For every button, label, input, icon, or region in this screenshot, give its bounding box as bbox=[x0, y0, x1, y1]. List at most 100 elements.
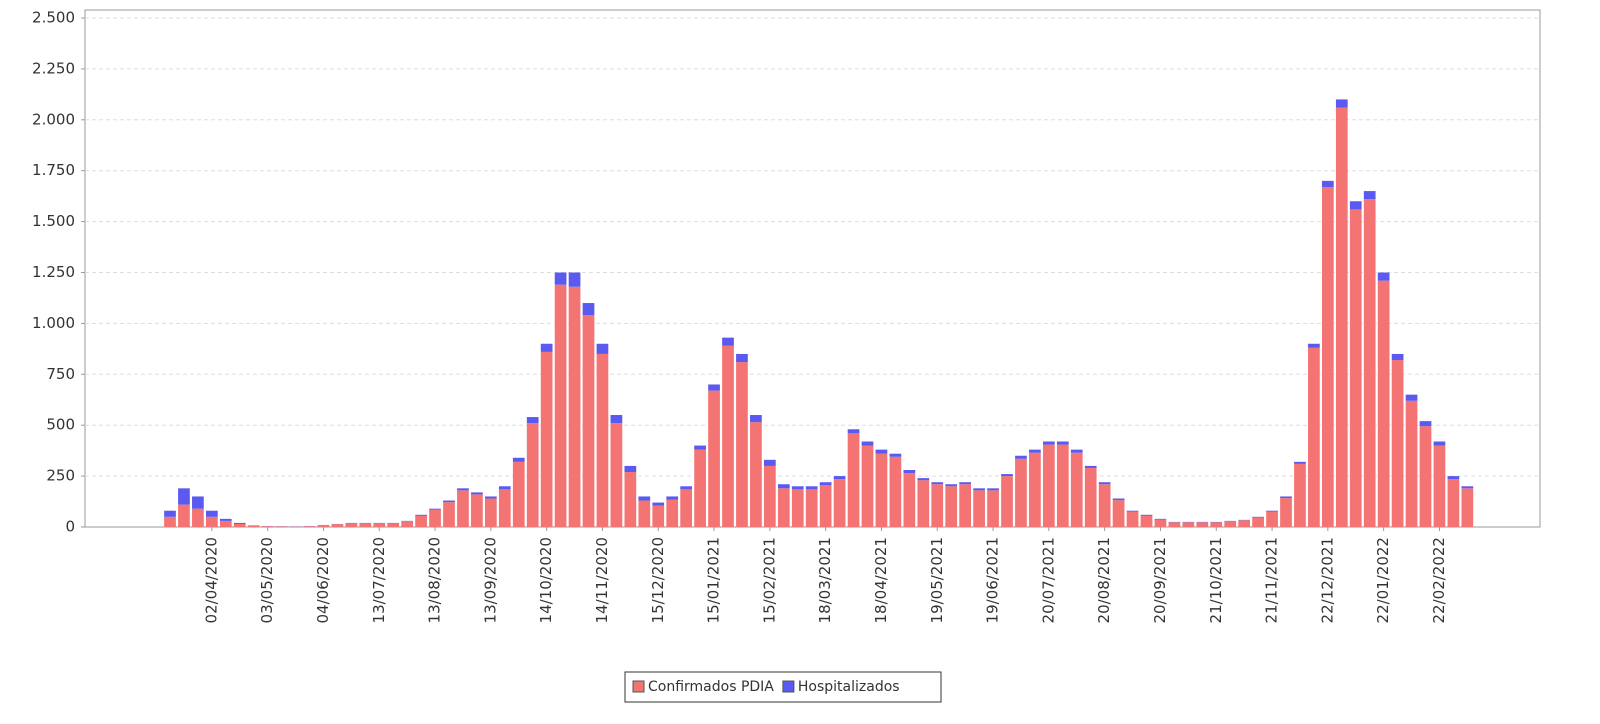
x-tick-label: 22/01/2022 bbox=[1374, 537, 1392, 623]
bar-segment bbox=[527, 423, 539, 527]
bar-segment bbox=[1378, 281, 1390, 527]
bar-segment bbox=[206, 517, 218, 527]
bar-segment bbox=[848, 433, 860, 527]
x-tick-label: 15/01/2021 bbox=[705, 537, 723, 623]
bar-segment bbox=[1001, 474, 1013, 476]
y-tick-label: 2.500 bbox=[32, 9, 75, 27]
bar-segment bbox=[415, 516, 427, 527]
bar-segment bbox=[164, 511, 176, 517]
bar-segment bbox=[1322, 187, 1334, 527]
bar-segment bbox=[1280, 496, 1292, 498]
bar-segment bbox=[1238, 520, 1250, 527]
bar-segment bbox=[638, 496, 650, 500]
bar-segment bbox=[513, 462, 525, 527]
y-tick-label: 2.250 bbox=[32, 59, 75, 77]
bar-segment bbox=[178, 488, 190, 504]
bar-segment bbox=[471, 494, 483, 527]
bar-segment bbox=[666, 496, 678, 499]
bar-segment bbox=[276, 526, 288, 527]
bar-segment bbox=[318, 525, 330, 527]
bar-segment bbox=[597, 354, 609, 527]
bar-segment bbox=[1085, 466, 1097, 468]
bar-segment bbox=[806, 486, 818, 489]
bar-segment bbox=[485, 496, 497, 498]
bar-segment bbox=[1057, 441, 1069, 444]
bar-segment bbox=[931, 482, 943, 484]
bar-segment bbox=[694, 446, 706, 450]
bar-segment bbox=[262, 526, 274, 527]
bar-segment bbox=[387, 523, 399, 527]
x-tick-label: 15/12/2020 bbox=[649, 537, 667, 623]
bar-segment bbox=[987, 488, 999, 490]
bar-segment bbox=[401, 521, 413, 527]
y-tick-label: 1.000 bbox=[32, 314, 75, 332]
bar-segment bbox=[1196, 522, 1208, 527]
bar-segment bbox=[764, 466, 776, 527]
bar-segment bbox=[1155, 519, 1167, 520]
bar-segment bbox=[792, 489, 804, 527]
bar-segment bbox=[1322, 181, 1334, 187]
x-tick-label: 20/09/2021 bbox=[1151, 537, 1169, 623]
bar-segment bbox=[359, 523, 371, 527]
y-tick-label: 1.250 bbox=[32, 263, 75, 281]
bar-segment bbox=[1141, 516, 1153, 527]
bar-segment bbox=[1071, 450, 1083, 453]
x-tick-label: 14/10/2020 bbox=[537, 537, 555, 623]
bar-segment bbox=[1113, 498, 1125, 500]
bar-segment bbox=[1029, 450, 1041, 453]
bar-segment bbox=[750, 415, 762, 422]
bar-segment bbox=[1266, 511, 1278, 512]
bar-segment bbox=[415, 515, 427, 516]
bar-segment bbox=[1308, 344, 1320, 348]
bar-segment bbox=[541, 344, 553, 352]
bar-segment bbox=[652, 503, 664, 506]
bar-segment bbox=[1169, 522, 1181, 527]
x-tick-label: 03/05/2020 bbox=[258, 537, 276, 623]
bar-segment bbox=[1434, 441, 1446, 445]
bar-segment bbox=[959, 482, 971, 484]
bar-segment bbox=[164, 517, 176, 527]
bar-segment bbox=[973, 488, 985, 490]
x-tick-label: 13/07/2020 bbox=[370, 537, 388, 623]
bar-segment bbox=[304, 526, 316, 527]
bar-segment bbox=[345, 523, 357, 527]
bar-segment bbox=[638, 501, 650, 527]
bar-segment bbox=[373, 523, 385, 527]
y-tick-label: 1.500 bbox=[32, 212, 75, 230]
bar-segment bbox=[890, 454, 902, 457]
legend-swatch bbox=[783, 681, 794, 692]
bar-segment bbox=[778, 488, 790, 527]
bar-segment bbox=[220, 521, 232, 527]
bar-segment bbox=[1406, 395, 1418, 401]
bar-segment bbox=[792, 486, 804, 489]
bar-segment bbox=[1461, 488, 1473, 527]
x-tick-label: 13/09/2020 bbox=[481, 537, 499, 623]
bar-segment bbox=[680, 489, 692, 527]
bar-segment bbox=[555, 285, 567, 527]
bar-segment bbox=[178, 505, 190, 527]
bar-segment bbox=[471, 492, 483, 494]
bar-segment bbox=[234, 523, 246, 524]
bar-segment bbox=[624, 466, 636, 472]
bar-segment bbox=[192, 496, 204, 508]
bar-segment bbox=[429, 509, 441, 510]
bar-segment bbox=[611, 423, 623, 527]
x-tick-label: 19/06/2021 bbox=[984, 537, 1002, 623]
bar-segment bbox=[820, 485, 832, 527]
bar-segment bbox=[1461, 486, 1473, 488]
bar-segment bbox=[457, 490, 469, 527]
bar-segment bbox=[1266, 512, 1278, 527]
bar-segment bbox=[987, 490, 999, 527]
bar-segment bbox=[917, 478, 929, 480]
bar-segment bbox=[1336, 99, 1348, 107]
bar-segment bbox=[862, 446, 874, 527]
plot-frame bbox=[85, 10, 1540, 527]
bar-segment bbox=[555, 273, 567, 285]
x-tick-label: 18/04/2021 bbox=[872, 537, 890, 623]
bar-segment bbox=[597, 344, 609, 354]
bar-segment bbox=[1113, 500, 1125, 527]
bar-segment bbox=[931, 484, 943, 527]
x-tick-label: 21/10/2021 bbox=[1207, 537, 1225, 623]
bar-segment bbox=[1364, 199, 1376, 527]
